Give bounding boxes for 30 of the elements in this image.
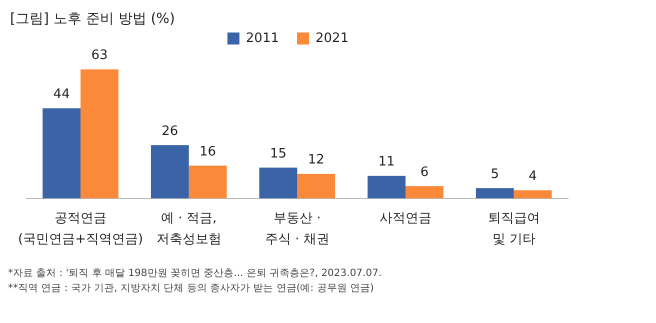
data-label: 44 bbox=[53, 87, 70, 102]
data-label: 5 bbox=[490, 167, 500, 182]
bar bbox=[80, 69, 118, 198]
x-tick-label: 부동산 · 주식 · 채권 bbox=[264, 211, 330, 247]
x-tick-label: 공적연금 (국민연금+직역연금) bbox=[18, 211, 144, 247]
legend-label: 2011 bbox=[246, 30, 280, 46]
chart-title: [그림] 노후 준비 방법 (%) bbox=[10, 10, 175, 28]
data-label: 11 bbox=[378, 154, 395, 170]
legend-label: 2021 bbox=[316, 30, 349, 46]
x-tick-label: 사적연금 bbox=[380, 211, 432, 226]
bar bbox=[150, 145, 189, 198]
data-label: 16 bbox=[200, 144, 216, 160]
data-label: 63 bbox=[91, 48, 108, 64]
text: *자료 출처 : '퇴직 후 매달 198만원 꽂히면 중산층... 은퇴 귀족층은?, 2023.07.07. bbox=[8, 267, 383, 281]
text: **직역 연금 : 국가 기관, 지방자치 단체 등의 종사자가 받는 연금(예: 공무원 연금) bbox=[8, 282, 375, 296]
bar bbox=[368, 176, 406, 198]
data-label: 12 bbox=[308, 152, 324, 168]
data-label: 4 bbox=[528, 169, 537, 184]
data-label: 15 bbox=[270, 146, 286, 162]
bar bbox=[297, 174, 336, 198]
bar bbox=[514, 190, 552, 198]
bar bbox=[259, 168, 298, 198]
data-label: 6 bbox=[420, 164, 429, 180]
x-tick-label: 예 · 적금, 저축성보험 bbox=[156, 211, 222, 247]
bar bbox=[42, 108, 81, 198]
bar bbox=[476, 188, 514, 198]
data-label: 26 bbox=[162, 124, 178, 140]
bar bbox=[188, 166, 227, 198]
x-tick-label: 퇴직급여 및 기타 bbox=[488, 211, 540, 247]
bar bbox=[406, 186, 444, 198]
